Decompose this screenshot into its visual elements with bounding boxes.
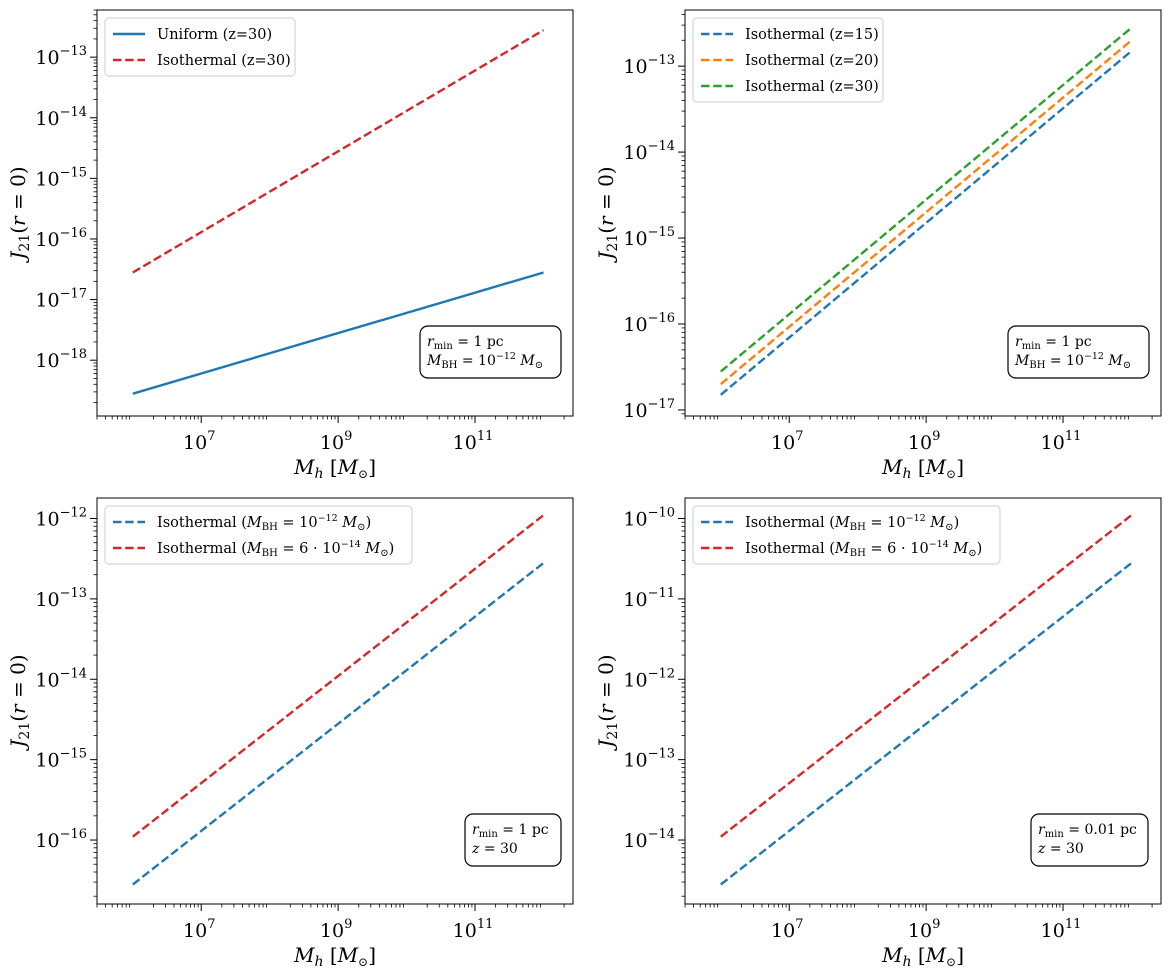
x-axis-label: Mh [M⊙] <box>881 943 964 970</box>
chart-panel-bottom-right: 107 109 1011 10−14 10−13 10−12 10−11 10−10 Mh [M… <box>594 497 1162 970</box>
legend: Isothermal (MBH = 10−12 M⊙) Isothermal (M… <box>692 505 1001 565</box>
x-tick-label: 107 <box>771 917 803 942</box>
plot-frame <box>96 497 574 905</box>
minor-ticks <box>93 521 565 908</box>
y-tick-label: 10−13 <box>623 53 675 78</box>
annotation-line-1: rmin = 1 pc <box>472 822 549 840</box>
legend: Isothermal (z=15) Isothermal (z=20) Isothe… <box>692 17 884 103</box>
legend-label: Isothermal (z=20) <box>745 53 879 69</box>
x-tick-label: 107 <box>183 917 215 942</box>
legend-label: Isothermal (z=15) <box>745 27 879 43</box>
chart-panel-top-right: 107 109 1011 10−17 10−16 10−15 10−14 10−13 Mh [M… <box>594 9 1162 482</box>
legend-label: Uniform (z=30) <box>157 27 272 43</box>
series-line-2 <box>132 514 545 838</box>
annotation-line-2: MBH = 10−12 M⊙ <box>1014 351 1131 371</box>
annotation-line-2: MBH = 10−12 M⊙ <box>426 351 543 371</box>
y-tick-label: 10−18 <box>35 347 87 372</box>
x-tick-label: 1011 <box>453 429 494 454</box>
y-tick-label: 10−17 <box>623 397 675 422</box>
annotation-frame <box>1007 325 1150 379</box>
legend: Uniform (z=30) Isothermal (z=30) <box>104 17 296 77</box>
y-tick-label: 10−13 <box>35 586 87 611</box>
x-tick-label: 109 <box>320 917 352 942</box>
series-line-1 <box>720 50 1133 396</box>
legend-box <box>692 505 1001 565</box>
y-tick-label: 10−15 <box>35 165 87 190</box>
minor-ticks <box>681 13 1153 420</box>
legend-label: Isothermal (MBH = 10−12 M⊙) <box>157 513 371 533</box>
annotation-line-2: z = 30 <box>471 841 518 857</box>
plot-frame <box>684 9 1162 417</box>
y-tick-label: 10−14 <box>623 827 675 852</box>
y-tick-label: 10−14 <box>35 666 87 691</box>
chart-panel-bottom-left: 107 109 1011 10−16 10−15 10−14 10−13 10−12 Mh [M… <box>6 497 574 970</box>
y-tick-label: 10−14 <box>623 139 675 164</box>
legend-box <box>692 17 884 103</box>
annotation-box: rmin = 1 pcz = 30 <box>464 813 562 867</box>
y-axis-label: J21(r = 0) <box>6 654 33 751</box>
y-tick-label: 10−13 <box>623 747 675 772</box>
x-tick-label: 109 <box>908 917 940 942</box>
annotation-line-2: z = 30 <box>1037 841 1084 857</box>
annotation-line-1: rmin = 1 pc <box>427 334 504 352</box>
legend-label: Isothermal (MBH = 6 · 10−14 M⊙) <box>157 539 394 559</box>
annotation-line-1: rmin = 1 pc <box>1015 334 1092 352</box>
x-tick-label: 1011 <box>1041 429 1082 454</box>
legend: Isothermal (MBH = 10−12 M⊙) Isothermal (M… <box>104 505 413 565</box>
annotation-frame <box>464 813 562 867</box>
plot-frame <box>684 497 1162 905</box>
legend-label: Isothermal (MBH = 10−12 M⊙) <box>745 513 959 533</box>
series-line-3 <box>720 26 1133 373</box>
y-axis-label: J21(r = 0) <box>6 166 33 263</box>
x-axis-label: Mh [M⊙] <box>881 455 964 482</box>
y-tick-label: 10−11 <box>623 586 675 611</box>
y-tick-label: 10−15 <box>623 225 675 250</box>
series-line-2 <box>132 29 545 274</box>
y-tick-label: 10−17 <box>35 287 87 312</box>
series-line-1 <box>132 562 545 886</box>
legend-label: Isothermal (MBH = 6 · 10−14 M⊙) <box>745 539 982 559</box>
x-tick-label: 1011 <box>1041 917 1082 942</box>
y-tick-label: 10−14 <box>35 105 87 130</box>
x-tick-label: 109 <box>320 429 352 454</box>
legend-label: Isothermal (z=30) <box>745 79 879 95</box>
x-axis-label: Mh [M⊙] <box>293 943 376 970</box>
legend-box <box>104 505 413 565</box>
annotation-box: rmin = 0.01 pcz = 30 <box>1030 813 1149 867</box>
x-tick-label: 107 <box>771 429 803 454</box>
y-axis-label: J21(r = 0) <box>594 654 621 751</box>
series-line-1 <box>132 271 544 395</box>
plot-frame <box>96 9 574 417</box>
annotation-line-1: rmin = 0.01 pc <box>1038 822 1137 840</box>
y-tick-label: 10−10 <box>623 506 675 531</box>
y-tick-label: 10−16 <box>35 226 87 251</box>
legend-label: Isothermal (z=30) <box>157 53 291 69</box>
y-tick-label: 10−12 <box>623 666 675 691</box>
minor-ticks <box>681 521 1153 908</box>
y-tick-label: 10−12 <box>35 506 87 531</box>
legend-box <box>104 17 296 77</box>
minor-ticks <box>93 9 565 420</box>
x-tick-label: 107 <box>183 429 215 454</box>
x-tick-label: 1011 <box>453 917 494 942</box>
chart-panel-top-left: 107 109 1011 10−18 10−17 10−16 10−15 10−14 10−13… <box>6 9 574 482</box>
series-line-1 <box>720 562 1133 886</box>
y-tick-label: 10−13 <box>35 44 87 69</box>
x-tick-label: 109 <box>908 429 940 454</box>
series-line-2 <box>720 514 1133 838</box>
y-tick-label: 10−16 <box>35 827 87 852</box>
annotation-frame <box>419 325 562 379</box>
y-axis-label: J21(r = 0) <box>594 166 621 263</box>
annotation-frame <box>1030 813 1149 867</box>
y-tick-label: 10−16 <box>623 311 675 336</box>
x-axis-label: Mh [M⊙] <box>293 455 376 482</box>
series-line-2 <box>720 39 1133 386</box>
y-tick-label: 10−15 <box>35 747 87 772</box>
